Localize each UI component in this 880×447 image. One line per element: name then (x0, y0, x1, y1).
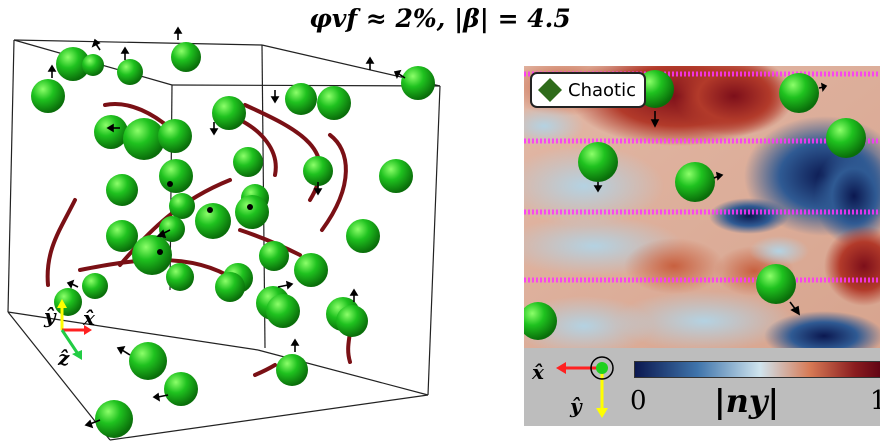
diamond-icon (536, 76, 564, 104)
axis-label-y-3d: ŷ (44, 304, 56, 328)
axis-label-y-2d: ŷ (570, 394, 582, 418)
colorbar-label: |ny| (714, 382, 779, 420)
colorbar (634, 361, 880, 378)
simulation-3d-view (0, 0, 520, 447)
colorbar-max-label: 1 (870, 386, 880, 416)
filaments (48, 104, 351, 375)
axis-label-x-2d: x̂ (532, 360, 544, 384)
regime-label: Chaotic (568, 80, 636, 101)
slice-panel: Chaotic x̂ ŷ 0 |ny| 1 (524, 66, 880, 426)
spheres-3d (31, 42, 435, 438)
chaotic-badge: Chaotic (530, 72, 646, 108)
axis-label-x-3d: x̂ (83, 306, 95, 330)
ny-heatmap (524, 66, 880, 348)
filament (255, 365, 275, 375)
axis-label-z-3d: ẑ (58, 346, 69, 370)
filament (48, 200, 75, 285)
colorbar-panel: x̂ ŷ 0 |ny| 1 (524, 348, 880, 426)
colorbar-min-label: 0 (630, 386, 647, 416)
